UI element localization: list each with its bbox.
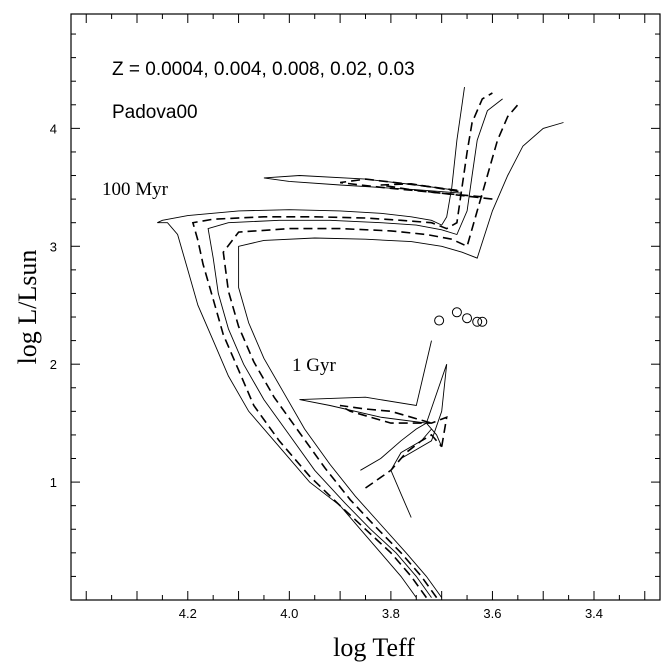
x-tick-label: 3.8 bbox=[382, 606, 400, 621]
blue-loop-100myr bbox=[339, 178, 483, 198]
circle-marker bbox=[434, 315, 445, 326]
blue-loop-100myr bbox=[380, 182, 493, 200]
y-tick-label: 2 bbox=[50, 357, 57, 372]
annotation-metallicity: Z = 0.0004, 0.004, 0.008, 0.02, 0.03 bbox=[112, 59, 415, 80]
isochrone-1gyr bbox=[365, 433, 443, 489]
y-tick-label: 3 bbox=[50, 239, 57, 254]
isochrone-1gyr bbox=[299, 340, 448, 459]
annotation-model: Padova00 bbox=[112, 102, 198, 123]
x-tick-label: 4.0 bbox=[280, 606, 298, 621]
circle-markers bbox=[434, 307, 488, 327]
isochrone-1gyr bbox=[390, 428, 432, 518]
x-axis-title: log Teff bbox=[333, 633, 415, 662]
y-tick-label: 4 bbox=[50, 121, 57, 136]
circle-marker bbox=[462, 313, 473, 324]
annotation-1gyr: 1 Gyr bbox=[292, 355, 336, 376]
isochrone-100myr bbox=[238, 122, 564, 598]
isochrone-curves bbox=[157, 87, 564, 599]
axis-ticks: 4.2 4.0 3.8 3.6 3.4 1 2 3 4 bbox=[50, 14, 660, 621]
y-tick-label: 1 bbox=[50, 475, 57, 490]
circle-marker bbox=[451, 307, 462, 318]
blue-loop-100myr bbox=[263, 175, 463, 194]
x-tick-label: 3.6 bbox=[483, 606, 501, 621]
isochrone-100myr bbox=[157, 87, 465, 598]
circle-marker bbox=[477, 316, 488, 327]
isochrone-100myr bbox=[222, 104, 519, 599]
isochrone-100myr bbox=[191, 92, 493, 599]
x-tick-label: 4.2 bbox=[179, 606, 197, 621]
y-axis-title: log L/Lsun bbox=[13, 250, 42, 365]
isochrone-1gyr bbox=[339, 404, 448, 447]
x-tick-label: 3.4 bbox=[585, 606, 603, 621]
isochrone-100myr bbox=[207, 98, 503, 598]
annotation-100myr: 100 Myr bbox=[102, 179, 169, 200]
isochrone-1gyr bbox=[360, 422, 443, 471]
circle-marker bbox=[472, 316, 483, 327]
